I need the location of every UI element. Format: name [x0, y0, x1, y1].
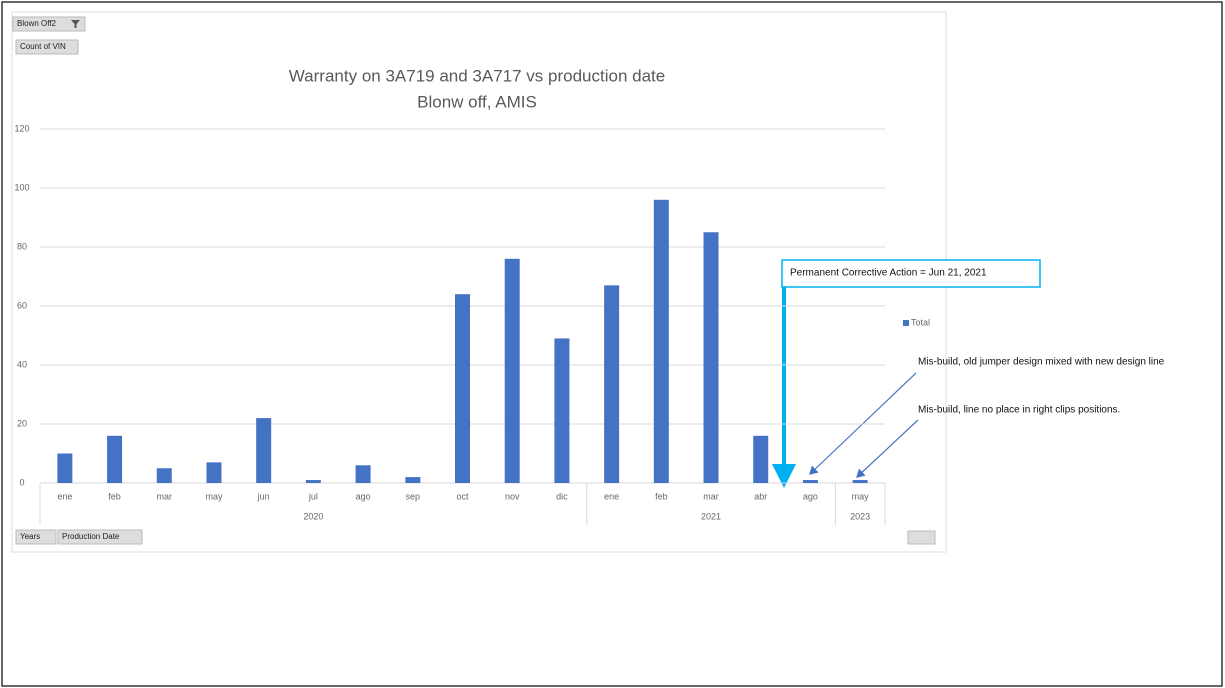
zoom-buttons[interactable] — [907, 530, 936, 545]
x-tick-label: nov — [505, 491, 520, 501]
chart-subtitle: Blonw off, AMIS — [417, 92, 537, 111]
bar — [355, 465, 371, 483]
x-tick-label: ago — [356, 491, 371, 501]
bar — [554, 338, 570, 483]
axis-button-label: Production Date — [62, 532, 120, 541]
chart-title: Warranty on 3A719 and 3A717 vs productio… — [289, 66, 665, 85]
y-tick-label: 20 — [17, 418, 27, 428]
bar — [653, 199, 669, 484]
filter-icon — [71, 20, 80, 28]
x-group-label: 2021 — [701, 511, 721, 521]
x-tick-label: feb — [655, 491, 668, 501]
axis-button[interactable] — [15, 529, 57, 545]
y-tick-label: 120 — [14, 123, 29, 133]
bar — [852, 480, 868, 483]
x-tick-label: jul — [308, 491, 318, 501]
legend-label: Total — [911, 317, 930, 327]
filter-button[interactable] — [12, 16, 86, 32]
bar — [455, 294, 470, 483]
x-tick-label: feb — [108, 491, 121, 501]
x-tick-label: abr — [754, 491, 767, 501]
x-tick-label: ene — [57, 491, 72, 501]
x-tick-label: may — [205, 491, 223, 501]
y-tick-label: 80 — [17, 241, 27, 251]
x-tick-label: may — [852, 491, 870, 501]
y-tick-label: 0 — [19, 477, 24, 487]
x-tick-label: mar — [157, 491, 173, 501]
bar — [753, 435, 769, 483]
x-tick-label: mar — [703, 491, 719, 501]
value-button-label: Count of VIN — [20, 42, 66, 51]
annotation: Mis-build, line no place in right clips … — [918, 405, 1120, 416]
bar — [405, 477, 421, 483]
bar — [256, 418, 272, 483]
bar — [206, 462, 222, 483]
value-button[interactable] — [15, 39, 79, 55]
y-tick-label: 60 — [17, 300, 27, 310]
bar — [703, 232, 719, 483]
filter-button-label: Blown Off2 — [17, 19, 57, 28]
x-tick-label: ene — [604, 491, 619, 501]
legend-swatch — [903, 320, 909, 326]
y-tick-label: 40 — [17, 359, 27, 369]
bar — [156, 468, 172, 483]
annotation-arrow — [856, 419, 919, 478]
bar — [604, 285, 620, 483]
bar — [305, 480, 321, 483]
x-tick-label: ago — [803, 491, 818, 501]
bar — [802, 480, 818, 483]
x-tick-label: sep — [406, 491, 421, 501]
axis-button[interactable] — [57, 529, 143, 545]
x-tick-label: oct — [456, 491, 469, 501]
annotation: Permanent Corrective Action = Jun 21, 20… — [790, 268, 987, 279]
x-tick-label: dic — [556, 491, 568, 501]
x-group-label: 2020 — [303, 511, 323, 521]
y-tick-label: 100 — [14, 182, 29, 192]
bar — [504, 258, 520, 483]
bar — [107, 435, 123, 483]
bar — [57, 453, 73, 483]
x-tick-label: jun — [257, 491, 270, 501]
x-group-label: 2023 — [850, 511, 870, 521]
axis-button-label: Years — [20, 532, 40, 541]
annotation-box — [781, 259, 1041, 288]
annotation: Mis-build, old jumper design mixed with … — [918, 357, 1165, 368]
